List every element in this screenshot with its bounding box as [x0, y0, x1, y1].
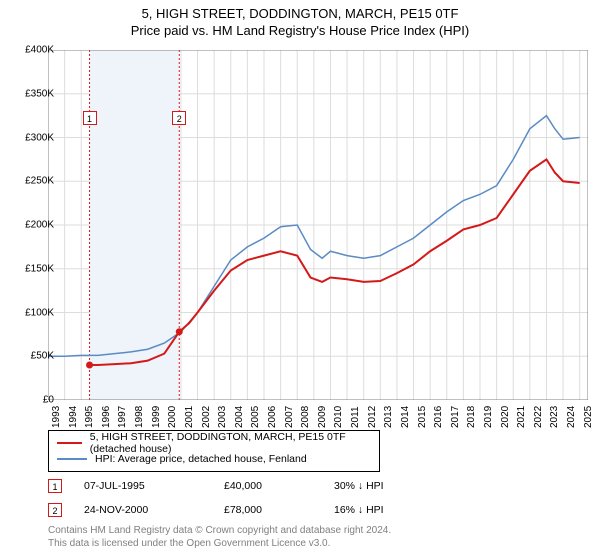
legend-swatch [57, 442, 82, 444]
legend-row: 5, HIGH STREET, DODDINGTON, MARCH, PE15 … [57, 435, 371, 451]
plot-marker-2: 2 [172, 111, 186, 125]
x-tick-label: 2001 [184, 406, 195, 428]
title-line1: 5, HIGH STREET, DODDINGTON, MARCH, PE15 … [0, 6, 600, 21]
legend-label: 5, HIGH STREET, DODDINGTON, MARCH, PE15 … [90, 431, 371, 455]
x-tick-label: 2022 [533, 406, 544, 428]
title-block: 5, HIGH STREET, DODDINGTON, MARCH, PE15 … [0, 0, 600, 38]
x-tick-label: 2021 [516, 406, 527, 428]
x-tick-label: 2012 [367, 406, 378, 428]
x-tick-label: 2018 [466, 406, 477, 428]
x-tick-label: 2013 [383, 406, 394, 428]
x-tick-label: 2007 [284, 406, 295, 428]
x-tick-label: 2004 [234, 406, 245, 428]
y-tick-label: £200K [25, 220, 54, 231]
y-tick-label: £300K [25, 132, 54, 143]
x-tick-label: 2006 [267, 406, 278, 428]
footer-line2: This data is licensed under the Open Gov… [48, 537, 391, 550]
x-tick-label: 2005 [250, 406, 261, 428]
legend: 5, HIGH STREET, DODDINGTON, MARCH, PE15 … [48, 430, 380, 472]
x-tick-label: 2011 [350, 406, 361, 428]
sale-price: £40,000 [224, 480, 334, 492]
plot-marker-1: 1 [83, 111, 97, 125]
sale-marker: 1 [48, 479, 62, 493]
sale-date: 07-JUL-1995 [84, 480, 224, 492]
x-tick-label: 2010 [333, 406, 344, 428]
x-tick-label: 1994 [68, 406, 79, 428]
x-tick-label: 2016 [433, 406, 444, 428]
x-tick-label: 2020 [500, 406, 511, 428]
x-tick-label: 2023 [549, 406, 560, 428]
x-tick-label: 2017 [450, 406, 461, 428]
y-tick-label: £250K [25, 176, 54, 187]
x-tick-label: 2009 [317, 406, 328, 428]
y-tick-label: £350K [25, 88, 54, 99]
x-tick-label: 2002 [201, 406, 212, 428]
sale-marker: 2 [48, 503, 62, 517]
sale-row: 2 24-NOV-2000 £78,000 16% ↓ HPI [48, 500, 384, 520]
sale-delta: 30% ↓ HPI [334, 480, 384, 492]
legend-label: HPI: Average price, detached house, Fenl… [95, 453, 307, 465]
footer: Contains HM Land Registry data © Crown c… [48, 524, 391, 550]
x-tick-label: 2014 [400, 406, 411, 428]
y-tick-label: £150K [25, 263, 54, 274]
x-tick-label: 1998 [134, 406, 145, 428]
legend-swatch [57, 458, 87, 460]
x-tick-label: 1996 [101, 406, 112, 428]
x-tick-label: 2019 [483, 406, 494, 428]
sales-table: 1 07-JUL-1995 £40,000 30% ↓ HPI 2 24-NOV… [48, 476, 384, 524]
footer-line1: Contains HM Land Registry data © Crown c… [48, 524, 391, 537]
x-tick-label: 1995 [84, 406, 95, 428]
sale-price: £78,000 [224, 504, 334, 516]
sale-delta: 16% ↓ HPI [334, 504, 384, 516]
x-tick-label: 1999 [151, 406, 162, 428]
x-tick-label: 2000 [167, 406, 178, 428]
x-tick-label: 2015 [417, 406, 428, 428]
x-tick-label: 1997 [117, 406, 128, 428]
y-tick-label: £400K [25, 45, 54, 56]
sale-date: 24-NOV-2000 [84, 504, 224, 516]
x-tick-label: 2024 [566, 406, 577, 428]
y-tick-label: £50K [31, 351, 54, 362]
x-tick-label: 2008 [300, 406, 311, 428]
sale-row: 1 07-JUL-1995 £40,000 30% ↓ HPI [48, 476, 384, 496]
plot-svg [48, 50, 588, 400]
x-tick-label: 2003 [217, 406, 228, 428]
chart-container: 5, HIGH STREET, DODDINGTON, MARCH, PE15 … [0, 0, 600, 560]
y-tick-label: £0 [43, 395, 54, 406]
x-tick-label: 1993 [51, 406, 62, 428]
y-tick-label: £100K [25, 307, 54, 318]
title-line2: Price paid vs. HM Land Registry's House … [0, 23, 600, 38]
x-tick-label: 2025 [583, 406, 594, 428]
